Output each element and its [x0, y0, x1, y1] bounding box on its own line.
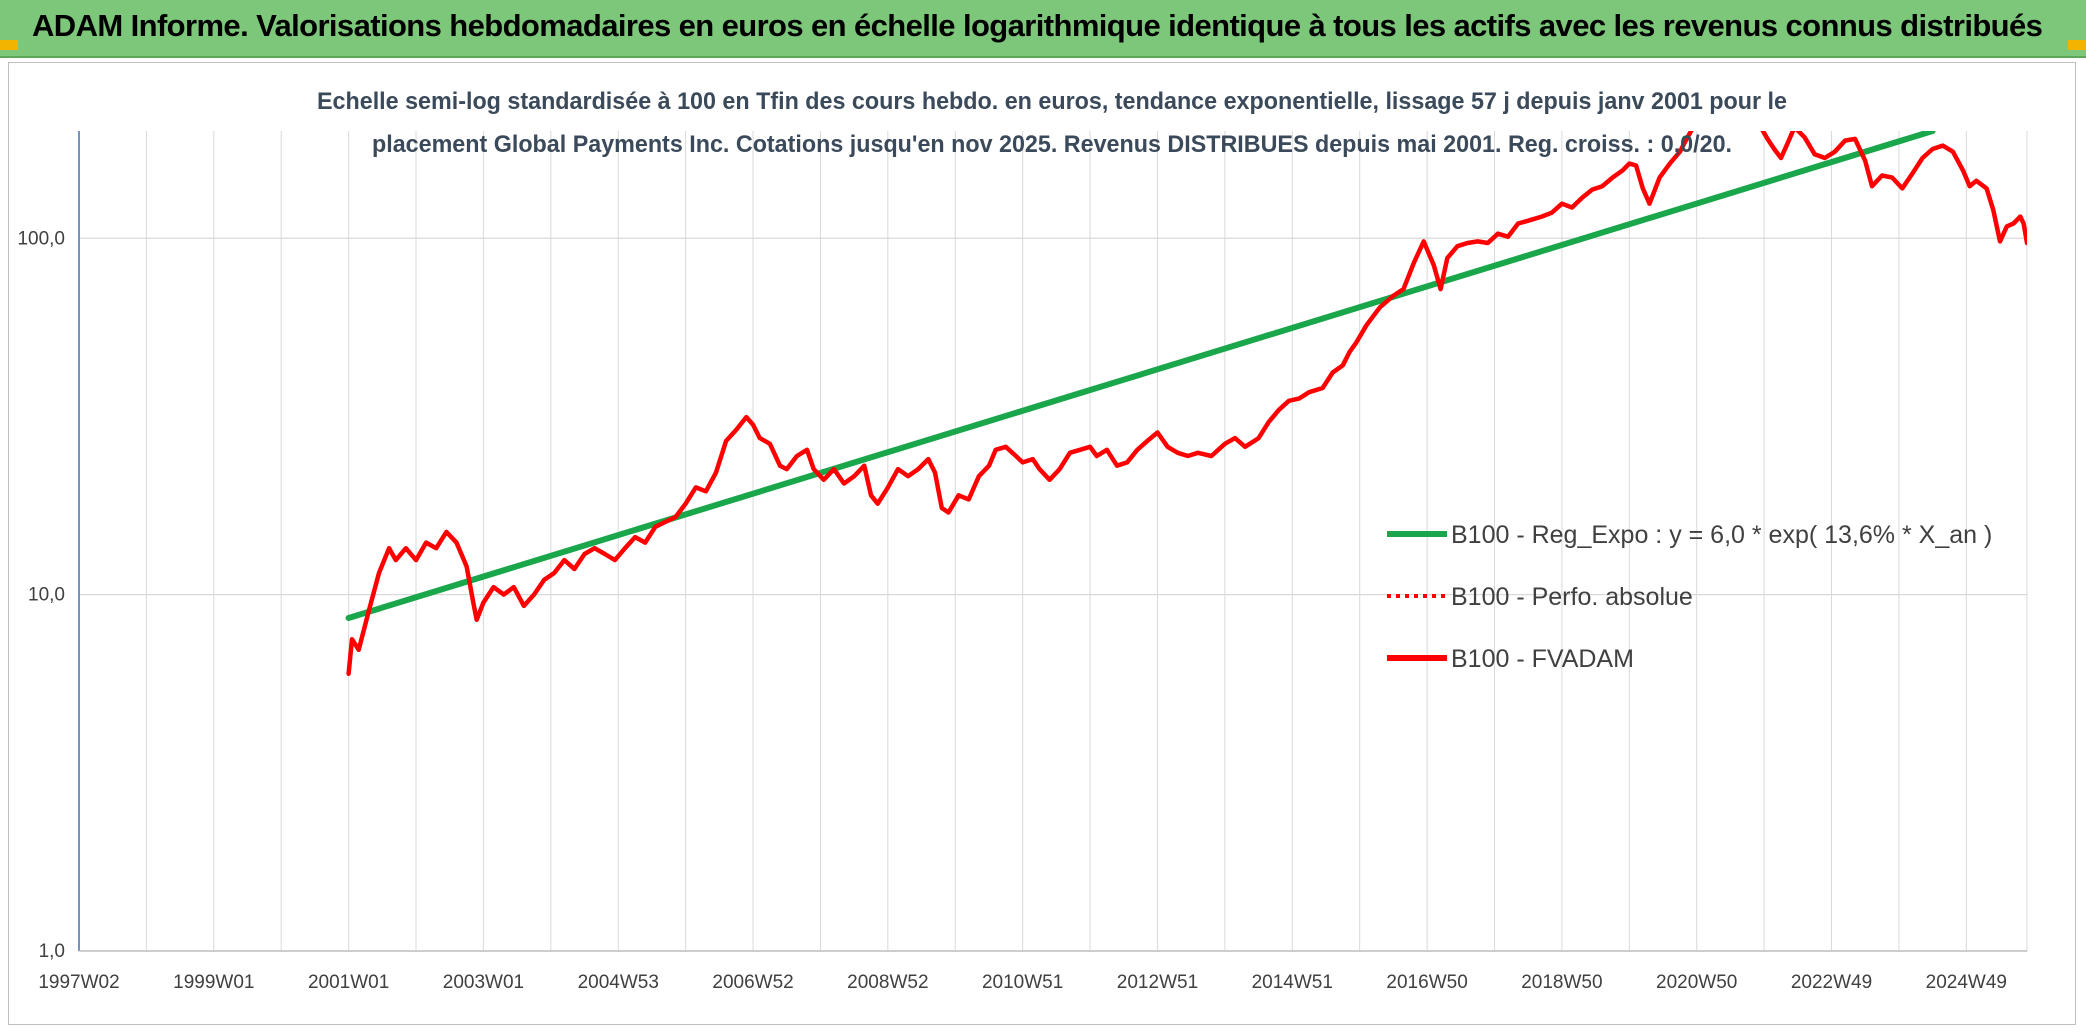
x-tick-label: 2014W51	[1252, 972, 1333, 993]
chart-frame: 1997W02 1999W01 2001W01 2003W01 2004W53 2006W…	[8, 62, 2076, 1025]
x-tick-label: 1999W01	[173, 972, 254, 993]
x-tick-label: 2016W50	[1386, 972, 1467, 993]
corner-accent-right	[2068, 40, 2086, 50]
series-line-fvadam	[1760, 131, 2027, 246]
y-tick-label: 1,0	[39, 941, 65, 962]
x-tick-label: 2022W49	[1791, 972, 1872, 993]
legend-label: B100 - Perfo. absolue	[1451, 583, 1693, 611]
series-line-trend	[345, 131, 1936, 621]
series-line-fvadam	[346, 131, 1694, 676]
x-tick-label: 2018W50	[1521, 972, 1602, 993]
y-tick-label: 10,0	[28, 585, 65, 606]
chart-title: Echelle semi-log standardisée à 100 en T…	[317, 88, 1787, 158]
x-tick-label: 2020W50	[1656, 972, 1737, 993]
legend: B100 - Reg_Expo : y = 6,0 * exp( 13,6% *…	[1387, 521, 1992, 673]
chart-title-line-2: placement Global Payments Inc. Cotations…	[372, 131, 1732, 158]
y-tick-label: 100,0	[17, 228, 65, 249]
x-tick-label: 2012W51	[1117, 972, 1198, 993]
header-banner: ADAM Informe. Valorisations hebdomadaire…	[0, 0, 2086, 58]
legend-label: B100 - Reg_Expo : y = 6,0 * exp( 13,6% *…	[1451, 521, 1992, 549]
x-tick-label: 1997W02	[38, 972, 119, 993]
series-group	[345, 131, 2027, 676]
chart-title-line-1: Echelle semi-log standardisée à 100 en T…	[317, 88, 1787, 115]
x-tick-label: 2008W52	[847, 972, 928, 993]
x-tick-label: 2006W52	[712, 972, 793, 993]
x-tick-label: 2001W01	[308, 972, 389, 993]
x-tick-label: 2010W51	[982, 972, 1063, 993]
x-tick-label: 2003W01	[443, 972, 524, 993]
legend-label: B100 - FVADAM	[1451, 645, 1634, 673]
corner-accent-left	[0, 40, 18, 50]
axes: 1997W02 1999W01 2001W01 2003W01 2004W53 2006W…	[17, 131, 2027, 993]
x-tick-label: 2024W49	[1926, 972, 2007, 993]
page-title: ADAM Informe. Valorisations hebdomadaire…	[32, 8, 2043, 43]
x-tick-label: 2004W53	[578, 972, 659, 993]
chart: 1997W02 1999W01 2001W01 2003W01 2004W53 2006W…	[17, 88, 2028, 993]
